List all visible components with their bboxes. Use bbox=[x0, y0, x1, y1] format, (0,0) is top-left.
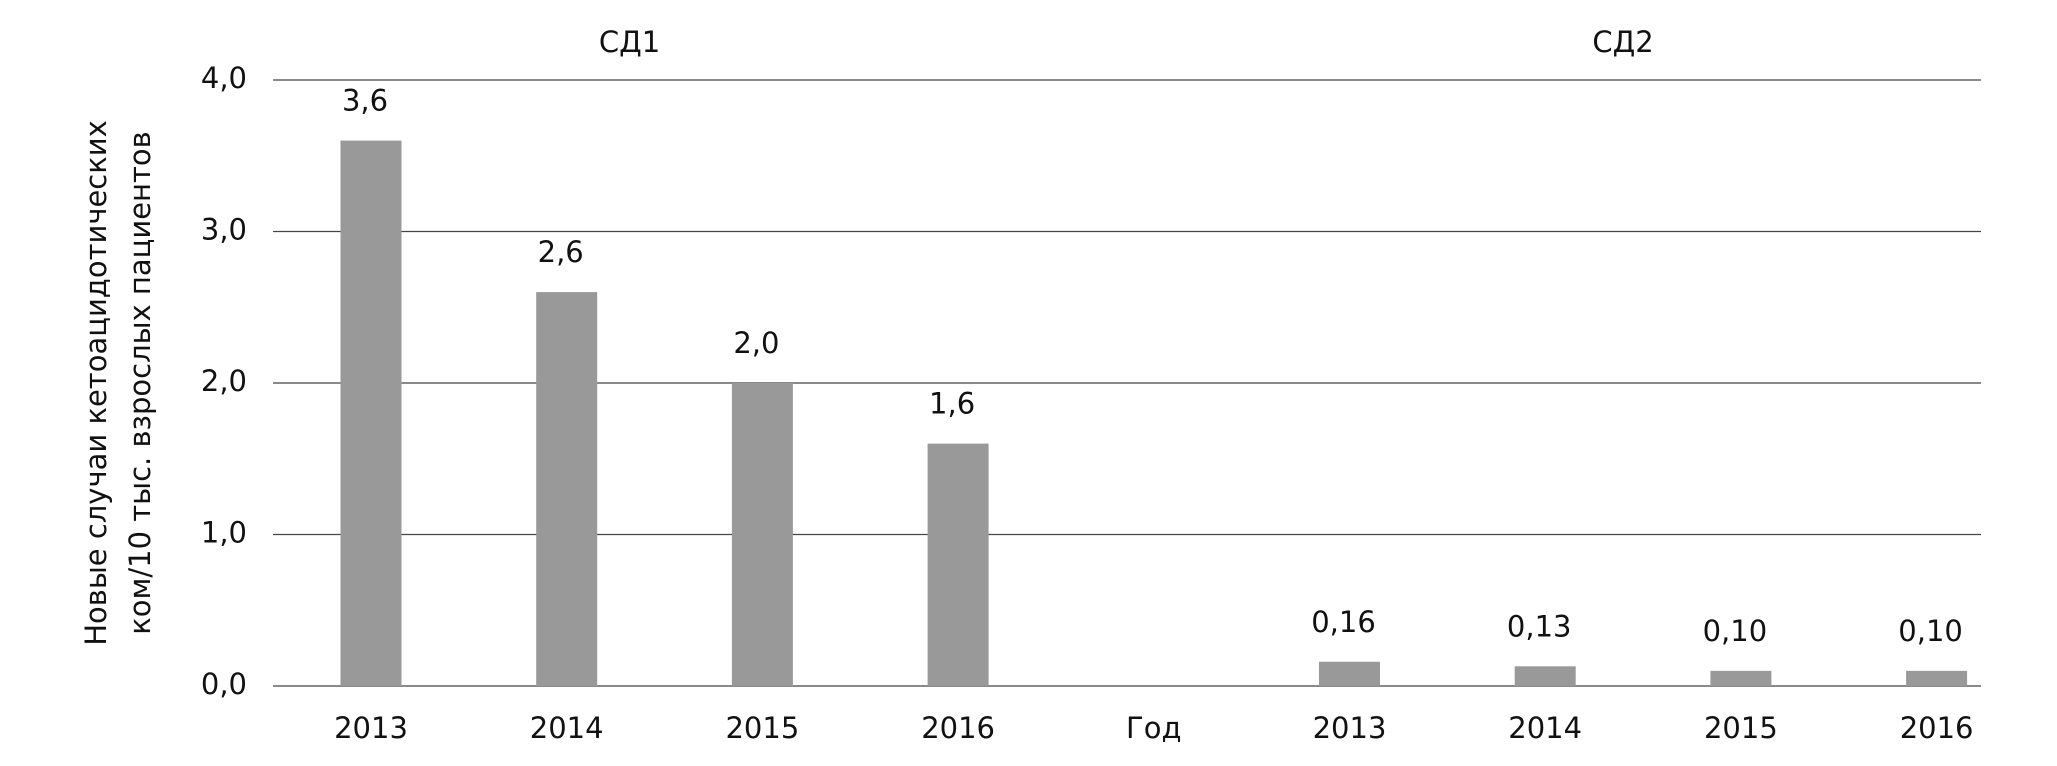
value-label: 1,6 bbox=[929, 387, 975, 421]
x-tick-label: 2016 bbox=[1900, 711, 1974, 745]
bar bbox=[927, 443, 989, 686]
value-label: 0,13 bbox=[1507, 609, 1572, 643]
bar bbox=[731, 383, 793, 686]
x-tick-label: 2013 bbox=[334, 711, 408, 745]
bar bbox=[1906, 670, 1968, 686]
value-label: 2,6 bbox=[538, 235, 584, 269]
x-tick-label: Год bbox=[1126, 711, 1181, 745]
bar bbox=[1514, 666, 1576, 686]
y-tick-label: 0,0 bbox=[201, 667, 247, 701]
bar bbox=[536, 292, 598, 686]
value-label: 2,0 bbox=[733, 326, 779, 360]
value-label: 0,16 bbox=[1311, 605, 1376, 639]
x-tick-label: 2015 bbox=[1704, 711, 1778, 745]
y-tick-label: 2,0 bbox=[201, 364, 247, 398]
y-axis-title: Новые случаи кетоацидотических ком/10 ты… bbox=[79, 120, 157, 646]
group-label: СД1 bbox=[599, 25, 660, 59]
y-tick-label: 4,0 bbox=[201, 61, 247, 95]
value-label: 0,10 bbox=[1703, 614, 1768, 648]
y-label-line: ком/10 тыс. взрослых пациентов bbox=[123, 131, 157, 634]
x-tick-label: 2016 bbox=[921, 711, 995, 745]
x-tick-label: 2014 bbox=[530, 711, 604, 745]
bar bbox=[1710, 670, 1772, 686]
y-tick-label: 3,0 bbox=[201, 213, 247, 247]
bar bbox=[1319, 661, 1380, 686]
bar bbox=[340, 140, 402, 687]
group-label: СД2 bbox=[1592, 25, 1653, 59]
value-label: 3,6 bbox=[342, 84, 388, 118]
y-tick-label: 1,0 bbox=[201, 516, 247, 550]
x-tick-label: 2013 bbox=[1313, 711, 1387, 745]
y-label-line: Новые случаи кетоацидотических bbox=[79, 120, 113, 646]
x-tick-label: 2015 bbox=[725, 711, 799, 745]
x-tick-label: 2014 bbox=[1508, 711, 1582, 745]
value-label: 0,10 bbox=[1898, 614, 1963, 648]
